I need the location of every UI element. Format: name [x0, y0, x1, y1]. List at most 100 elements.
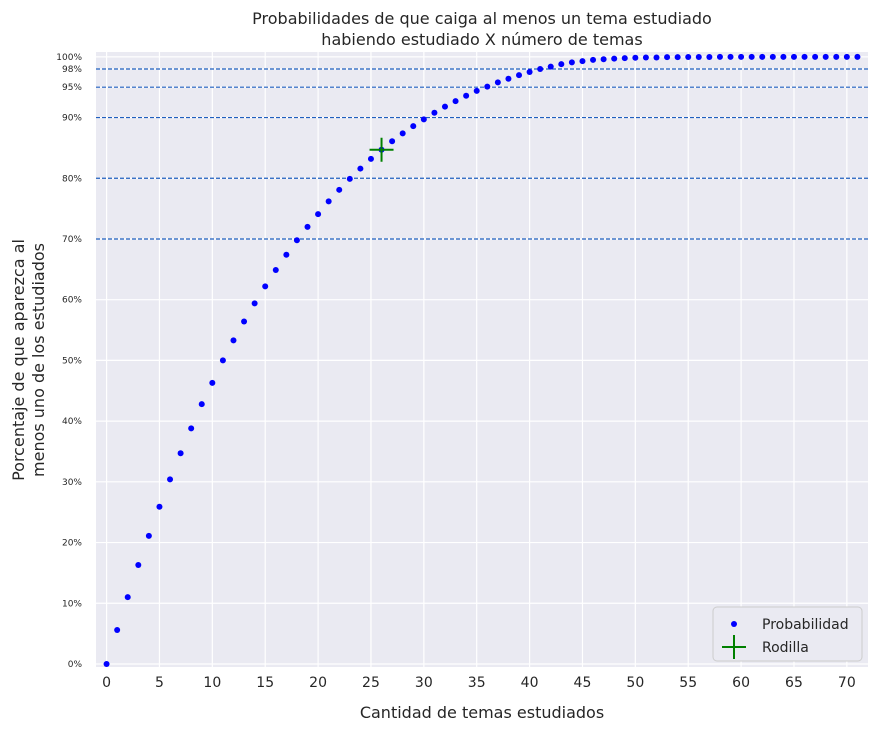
data-point	[547, 63, 554, 70]
data-point	[516, 72, 523, 79]
x-axis-label: Cantidad de temas estudiados	[360, 703, 604, 722]
data-point	[685, 54, 692, 61]
data-point	[769, 53, 776, 60]
data-point	[315, 211, 322, 218]
data-point	[843, 53, 850, 60]
x-tick-label: 5	[155, 675, 164, 691]
chart-title-line2: habiendo estudiado X número de temas	[321, 30, 642, 49]
data-point	[833, 53, 840, 60]
x-tick-label: 50	[626, 675, 644, 691]
data-point	[441, 103, 448, 110]
data-point	[420, 116, 427, 123]
data-point	[251, 300, 258, 307]
data-point	[621, 55, 628, 62]
data-point	[367, 155, 374, 162]
data-point	[209, 379, 216, 386]
y-tick-label: 20%	[62, 539, 82, 549]
data-point	[103, 660, 110, 667]
y-axis-label-line1: Porcentaje de que aparezca al	[9, 239, 28, 481]
data-point	[568, 59, 575, 66]
data-point	[272, 266, 279, 273]
data-point	[325, 198, 332, 205]
x-tick-label: 60	[732, 675, 750, 691]
data-point	[653, 54, 660, 61]
data-point	[759, 53, 766, 60]
data-point	[801, 53, 808, 60]
y-tick-labels: 0% 10% 20% 30% 40% 50% 60% 70% 80% 90% 95% 98% 100%	[56, 53, 82, 670]
data-point	[706, 53, 713, 60]
data-point	[664, 54, 671, 61]
data-point	[738, 53, 745, 60]
data-point	[822, 53, 829, 60]
data-point	[431, 109, 438, 116]
y-tick-label: 50%	[62, 356, 82, 366]
data-point	[336, 186, 343, 193]
data-point	[177, 450, 184, 457]
data-point	[780, 53, 787, 60]
data-points	[103, 53, 861, 667]
y-tick-label: 95%	[62, 83, 82, 93]
y-tick-label: 10%	[62, 599, 82, 609]
data-point	[124, 594, 131, 601]
x-tick-label: 15	[256, 675, 274, 691]
legend-probabilidad-label: Probabilidad	[762, 617, 849, 633]
chart-title-line1: Probabilidades de que caiga al menos un …	[252, 9, 712, 28]
y-axis-label-line2: menos uno de los estudiados	[29, 243, 48, 477]
data-point	[537, 65, 544, 72]
data-point	[854, 53, 861, 60]
x-tick-label: 25	[362, 675, 380, 691]
data-point	[145, 532, 152, 539]
data-point	[293, 237, 300, 244]
x-tick-label: 55	[679, 675, 697, 691]
legend-probabilidad-marker	[731, 621, 737, 627]
data-point	[463, 92, 470, 99]
data-point	[590, 56, 597, 63]
x-tick-label: 45	[574, 675, 592, 691]
data-point	[727, 53, 734, 60]
x-tick-label: 10	[203, 675, 221, 691]
data-point	[494, 79, 501, 86]
data-point	[558, 61, 565, 68]
data-point	[611, 55, 618, 62]
data-point	[632, 54, 639, 61]
data-point	[188, 425, 195, 432]
data-point	[642, 54, 649, 61]
data-point	[473, 87, 480, 94]
data-point	[484, 83, 491, 90]
data-point	[526, 69, 533, 76]
legend: Probabilidad Rodilla	[712, 606, 863, 662]
y-tick-label: 30%	[62, 478, 82, 488]
y-tick-label: 90%	[62, 114, 82, 124]
data-point	[579, 58, 586, 65]
data-point	[262, 283, 269, 290]
y-tick-label: 60%	[62, 296, 82, 306]
data-point	[135, 562, 142, 569]
data-point	[304, 223, 311, 230]
knee-marker	[369, 137, 394, 162]
y-tick-label: 100%	[56, 53, 82, 63]
data-point	[346, 175, 353, 182]
y-tick-label: 0%	[68, 660, 83, 670]
data-point	[283, 251, 290, 258]
data-point	[230, 337, 237, 344]
x-tick-label: 0	[102, 675, 111, 691]
x-tick-label: 30	[415, 675, 433, 691]
y-tick-label: 80%	[62, 174, 82, 184]
data-point	[452, 98, 459, 105]
x-tick-label: 20	[309, 675, 327, 691]
data-point	[505, 75, 512, 82]
data-point	[790, 53, 797, 60]
data-point	[695, 53, 702, 60]
data-point	[748, 53, 755, 60]
data-point	[812, 53, 819, 60]
data-point	[399, 130, 406, 137]
x-tick-labels: 0 5 10 15 20 25 30 35 40 45 50 55 60 65 70	[102, 675, 856, 691]
data-point	[357, 165, 364, 172]
x-tick-label: 70	[838, 675, 856, 691]
legend-box	[712, 606, 863, 662]
data-point	[198, 401, 205, 408]
legend-rodilla-label: Rodilla	[762, 640, 809, 656]
data-point	[600, 56, 607, 63]
x-tick-label: 35	[468, 675, 486, 691]
